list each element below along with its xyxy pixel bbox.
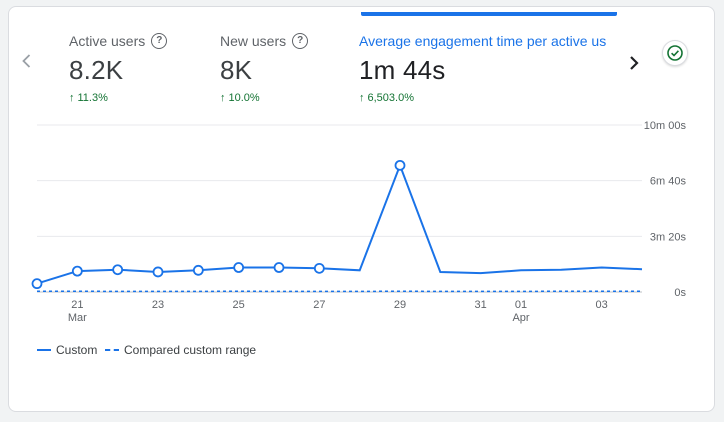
y-tick-label: 6m 40s [650, 176, 687, 188]
x-tick-label: 03 [596, 299, 608, 311]
legend-label: Custom [56, 343, 98, 357]
x-tick-label: 25 [233, 299, 245, 311]
metric-change: 11.3% [77, 92, 108, 104]
x-tick-label: 01 [515, 299, 527, 311]
x-tick-label: 27 [313, 299, 325, 311]
data-point [313, 262, 325, 274]
x-tick-sublabel: Apr [512, 312, 529, 324]
data-point [31, 278, 43, 290]
help-icon[interactable]: ? [151, 33, 168, 49]
legend-custom[interactable]: Custom [37, 343, 97, 357]
help-icon[interactable]: ? [292, 33, 309, 49]
x-tick-sublabel: Mar [68, 312, 87, 324]
next-metric-button[interactable] [624, 51, 644, 75]
metric-label: Average engagement time per active us [359, 33, 607, 49]
x-tick-label: 23 [152, 299, 164, 311]
arrow-up-icon: ↑ [359, 92, 365, 104]
metric-active-users[interactable]: Active users ? 8.2K ↑ 11.3% [69, 33, 168, 104]
x-tick-label: 31 [475, 299, 487, 311]
legend-compared[interactable]: Compared custom range [105, 343, 256, 357]
data-point [233, 262, 245, 273]
metric-change: 6,503.0% [367, 92, 414, 104]
selected-tab-indicator [361, 12, 617, 16]
metric-new-users[interactable]: New users ? 8K ↑ 10.0% [220, 33, 309, 104]
legend-dashed-swatch [105, 349, 119, 351]
metric-label: New users [220, 33, 287, 49]
data-point [273, 262, 285, 273]
x-tick-label: 29 [394, 299, 406, 311]
check-circle-icon [667, 45, 683, 61]
metric-value: 8.2K [69, 55, 124, 85]
metric-label: Active users [69, 33, 146, 49]
status-button[interactable] [662, 40, 688, 66]
data-point [112, 264, 124, 276]
arrow-up-icon: ↑ [69, 92, 75, 104]
metric-value: 1m 44s [359, 55, 446, 85]
previous-metric-button[interactable] [17, 51, 37, 71]
arrow-up-icon: ↑ [220, 92, 226, 104]
legend-solid-swatch [37, 349, 51, 351]
metric-change: 10.0% [228, 92, 260, 104]
x-tick-label: 21 [71, 299, 83, 311]
y-tick-label: 3m 20s [650, 231, 687, 243]
y-tick-label: 10m 00s [644, 120, 687, 132]
data-point [192, 264, 204, 276]
y-tick-label: 0s [674, 287, 686, 299]
data-point [71, 265, 83, 277]
data-point [394, 159, 406, 171]
metric-value: 8K [220, 55, 253, 85]
metrics-card: Active users ? 8.2K ↑ 11.3% New users ? … [8, 6, 715, 412]
chevron-right-icon [630, 56, 639, 70]
metric-average-engagement-time[interactable]: Average engagement time per active us 1m… [359, 33, 617, 104]
data-point [152, 266, 164, 278]
custom-series-line [36, 162, 643, 285]
legend-label: Compared custom range [124, 343, 257, 357]
chevron-left-icon [22, 54, 31, 68]
